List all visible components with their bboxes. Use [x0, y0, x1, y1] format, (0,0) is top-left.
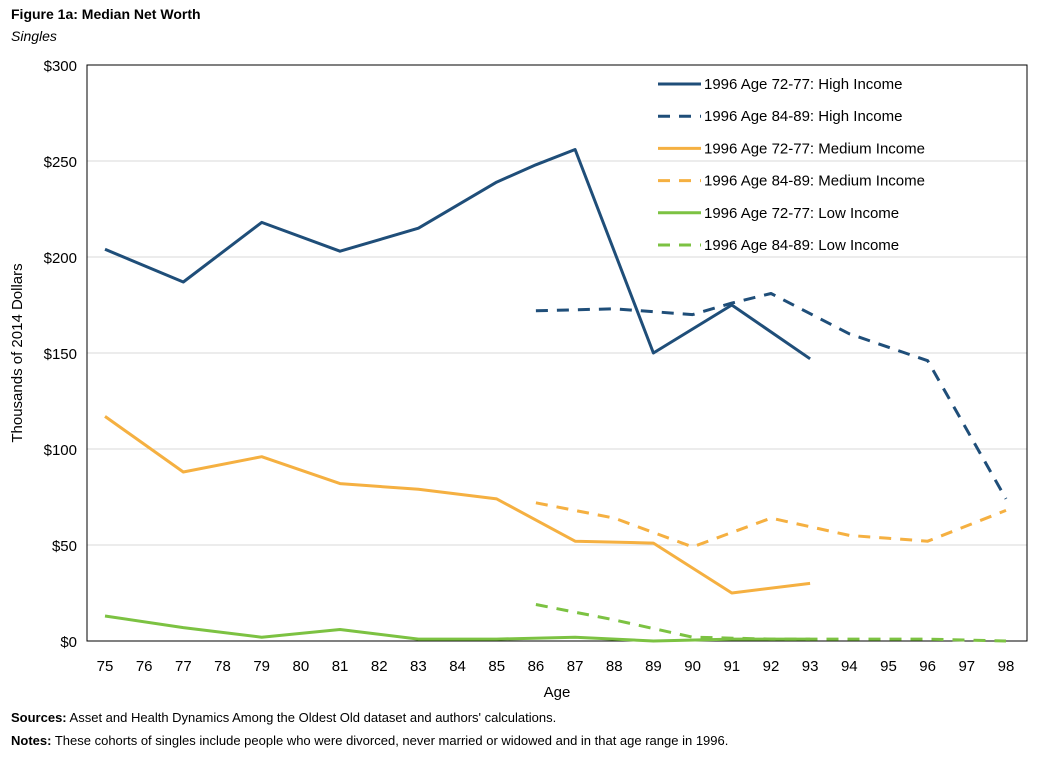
series-line-4	[535, 501, 1007, 549]
x-tick-label: 83	[410, 658, 427, 675]
x-tick-label: 77	[175, 658, 192, 675]
series-line-5	[104, 614, 811, 643]
x-tick-label: 84	[449, 658, 466, 675]
y-tick-label: $300	[44, 58, 77, 75]
legend-label: 1996 Age 84-89: Medium Income	[704, 173, 925, 190]
x-tick-label: 75	[97, 658, 114, 675]
legend-label: 1996 Age 84-89: High Income	[704, 108, 902, 125]
x-tick-label: 78	[214, 658, 231, 675]
y-tick-label: $50	[52, 538, 77, 555]
x-tick-label: 90	[684, 658, 701, 675]
series-line-3	[104, 415, 811, 595]
x-tick-label: 92	[763, 658, 780, 675]
x-tick-label: 95	[880, 658, 897, 675]
x-tick-label: 88	[606, 658, 623, 675]
x-tick-label: 94	[841, 658, 858, 675]
y-tick-label: $150	[44, 346, 77, 363]
sources-line: Sources: Asset and Health Dynamics Among…	[11, 710, 556, 725]
x-tick-label: 98	[998, 658, 1015, 675]
legend: 1996 Age 72-77: High Income 1996 Age 84-8…	[658, 76, 925, 254]
x-tick-label: 91	[723, 658, 740, 675]
legend-label: 1996 Age 72-77: High Income	[704, 76, 902, 93]
legend-label: 1996 Age 72-77: Medium Income	[704, 140, 925, 157]
series-lines	[104, 148, 1008, 643]
x-tick-label: 96	[919, 658, 936, 675]
chart-subtitle: Singles	[11, 28, 57, 44]
x-tick-label: 87	[567, 658, 584, 675]
series-line-1	[104, 148, 811, 361]
y-tick-label: $200	[44, 250, 77, 267]
x-tick-label: 81	[332, 658, 349, 675]
series-line-6	[535, 603, 1007, 643]
series-line-2	[535, 292, 1008, 500]
sources-label: Sources:	[11, 710, 67, 725]
x-tick-label: 80	[293, 658, 310, 675]
sources-text: Asset and Health Dynamics Among the Olde…	[69, 710, 557, 725]
x-tick-label: 86	[528, 658, 545, 675]
notes-text: These cohorts of singles include people …	[54, 733, 729, 748]
x-axis-label: Age	[544, 684, 571, 701]
x-tick-label: 76	[136, 658, 153, 675]
x-tick-label: 79	[253, 658, 270, 675]
x-axis-ticks: 75 76 77 78 79 80 81 82 83 84 85 86 87 88 89 90 91 92 93 94…	[97, 658, 1015, 675]
gridlines	[87, 160, 1027, 546]
y-tick-label: $100	[44, 442, 77, 459]
notes-line: Notes: These cohorts of singles include …	[11, 733, 728, 748]
x-tick-label: 89	[645, 658, 662, 675]
y-axis-label: Thousands of 2014 Dollars	[9, 263, 26, 442]
y-axis-ticks: $0 $50 $100 $150 $200 $250 $300	[44, 58, 77, 651]
notes-label: Notes:	[11, 733, 52, 748]
chart-title: Figure 1a: Median Net Worth	[11, 6, 201, 22]
plot-area-frame	[86, 64, 1028, 642]
x-tick-label: 85	[488, 658, 505, 675]
y-tick-label: $0	[60, 634, 77, 651]
y-tick-label: $250	[44, 154, 77, 171]
legend-label: 1996 Age 84-89: Low Income	[704, 237, 899, 254]
line-chart: $0 $50 $100 $150 $200 $250 $300 75 76 77 78 79 80 81…	[9, 58, 1028, 701]
x-tick-label: 93	[802, 658, 819, 675]
x-tick-label: 97	[958, 658, 975, 675]
legend-label: 1996 Age 72-77: Low Income	[704, 205, 899, 222]
x-tick-label: 82	[371, 658, 388, 675]
